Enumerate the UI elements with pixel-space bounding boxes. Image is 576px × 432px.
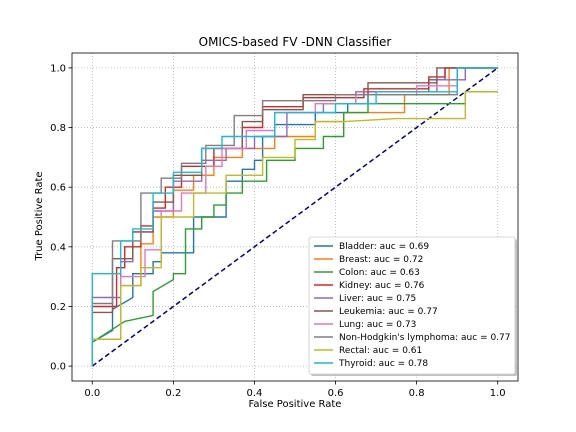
roc-curve <box>91 67 498 367</box>
y-tick-label: 0.4 <box>50 242 66 253</box>
x-tick-label: 1.0 <box>490 388 506 399</box>
x-tick-label: 0.6 <box>328 388 344 399</box>
legend-entry: Rectal: auc = 0.61 <box>339 346 422 356</box>
series-lines <box>91 67 499 367</box>
chance-line <box>91 67 499 367</box>
legend: Bladder: auc = 0.69 Breast: auc = 0.72 Col… <box>308 236 517 376</box>
legend-entry: Non-Hodgkin's lymphoma: auc = 0.77 <box>339 333 511 343</box>
x-tick-label: 0.0 <box>84 388 100 399</box>
roc-curve <box>91 91 498 367</box>
plot-frame <box>71 52 519 382</box>
y-tick-label: 0.0 <box>50 362 66 373</box>
legend-entry: Breast: auc = 0.72 <box>339 255 423 265</box>
y-axis-label: True Positive Rate <box>34 171 45 261</box>
legend-entry: Colon: auc = 0.63 <box>339 268 420 278</box>
chart-title: OMICS-based FV -DNN Classifier <box>199 35 392 49</box>
legend-entry: Kidney: auc = 0.76 <box>339 281 425 291</box>
x-tick-label: 0.4 <box>247 388 263 399</box>
roc-curve <box>91 91 498 367</box>
y-tick-label: 0.8 <box>50 123 66 134</box>
legend-entry: Bladder: auc = 0.69 <box>339 242 429 252</box>
legend-entry: Liver: auc = 0.75 <box>339 294 416 304</box>
legend-entry: Thyroid: auc = 0.78 <box>338 359 428 369</box>
roc-curve <box>91 67 498 367</box>
legend-box <box>308 236 516 375</box>
legend-entry: Lung: auc = 0.73 <box>339 320 416 330</box>
y-tick-label: 1.0 <box>50 63 66 74</box>
axes: 0.0 0.0 0.2 0.2 0.4 0.4 0.6 0.6 0.8 0.8 1.0 1.0 <box>50 63 506 399</box>
x-tick-label: 0.8 <box>409 388 425 399</box>
axes-frame <box>71 52 519 382</box>
y-tick-label: 0.6 <box>50 183 66 194</box>
x-axis-label: False Positive Rate <box>249 399 342 410</box>
legend-entry: Leukemia: auc = 0.77 <box>339 307 438 317</box>
y-tick-label: 0.2 <box>50 302 66 313</box>
x-tick-label: 0.2 <box>165 388 181 399</box>
